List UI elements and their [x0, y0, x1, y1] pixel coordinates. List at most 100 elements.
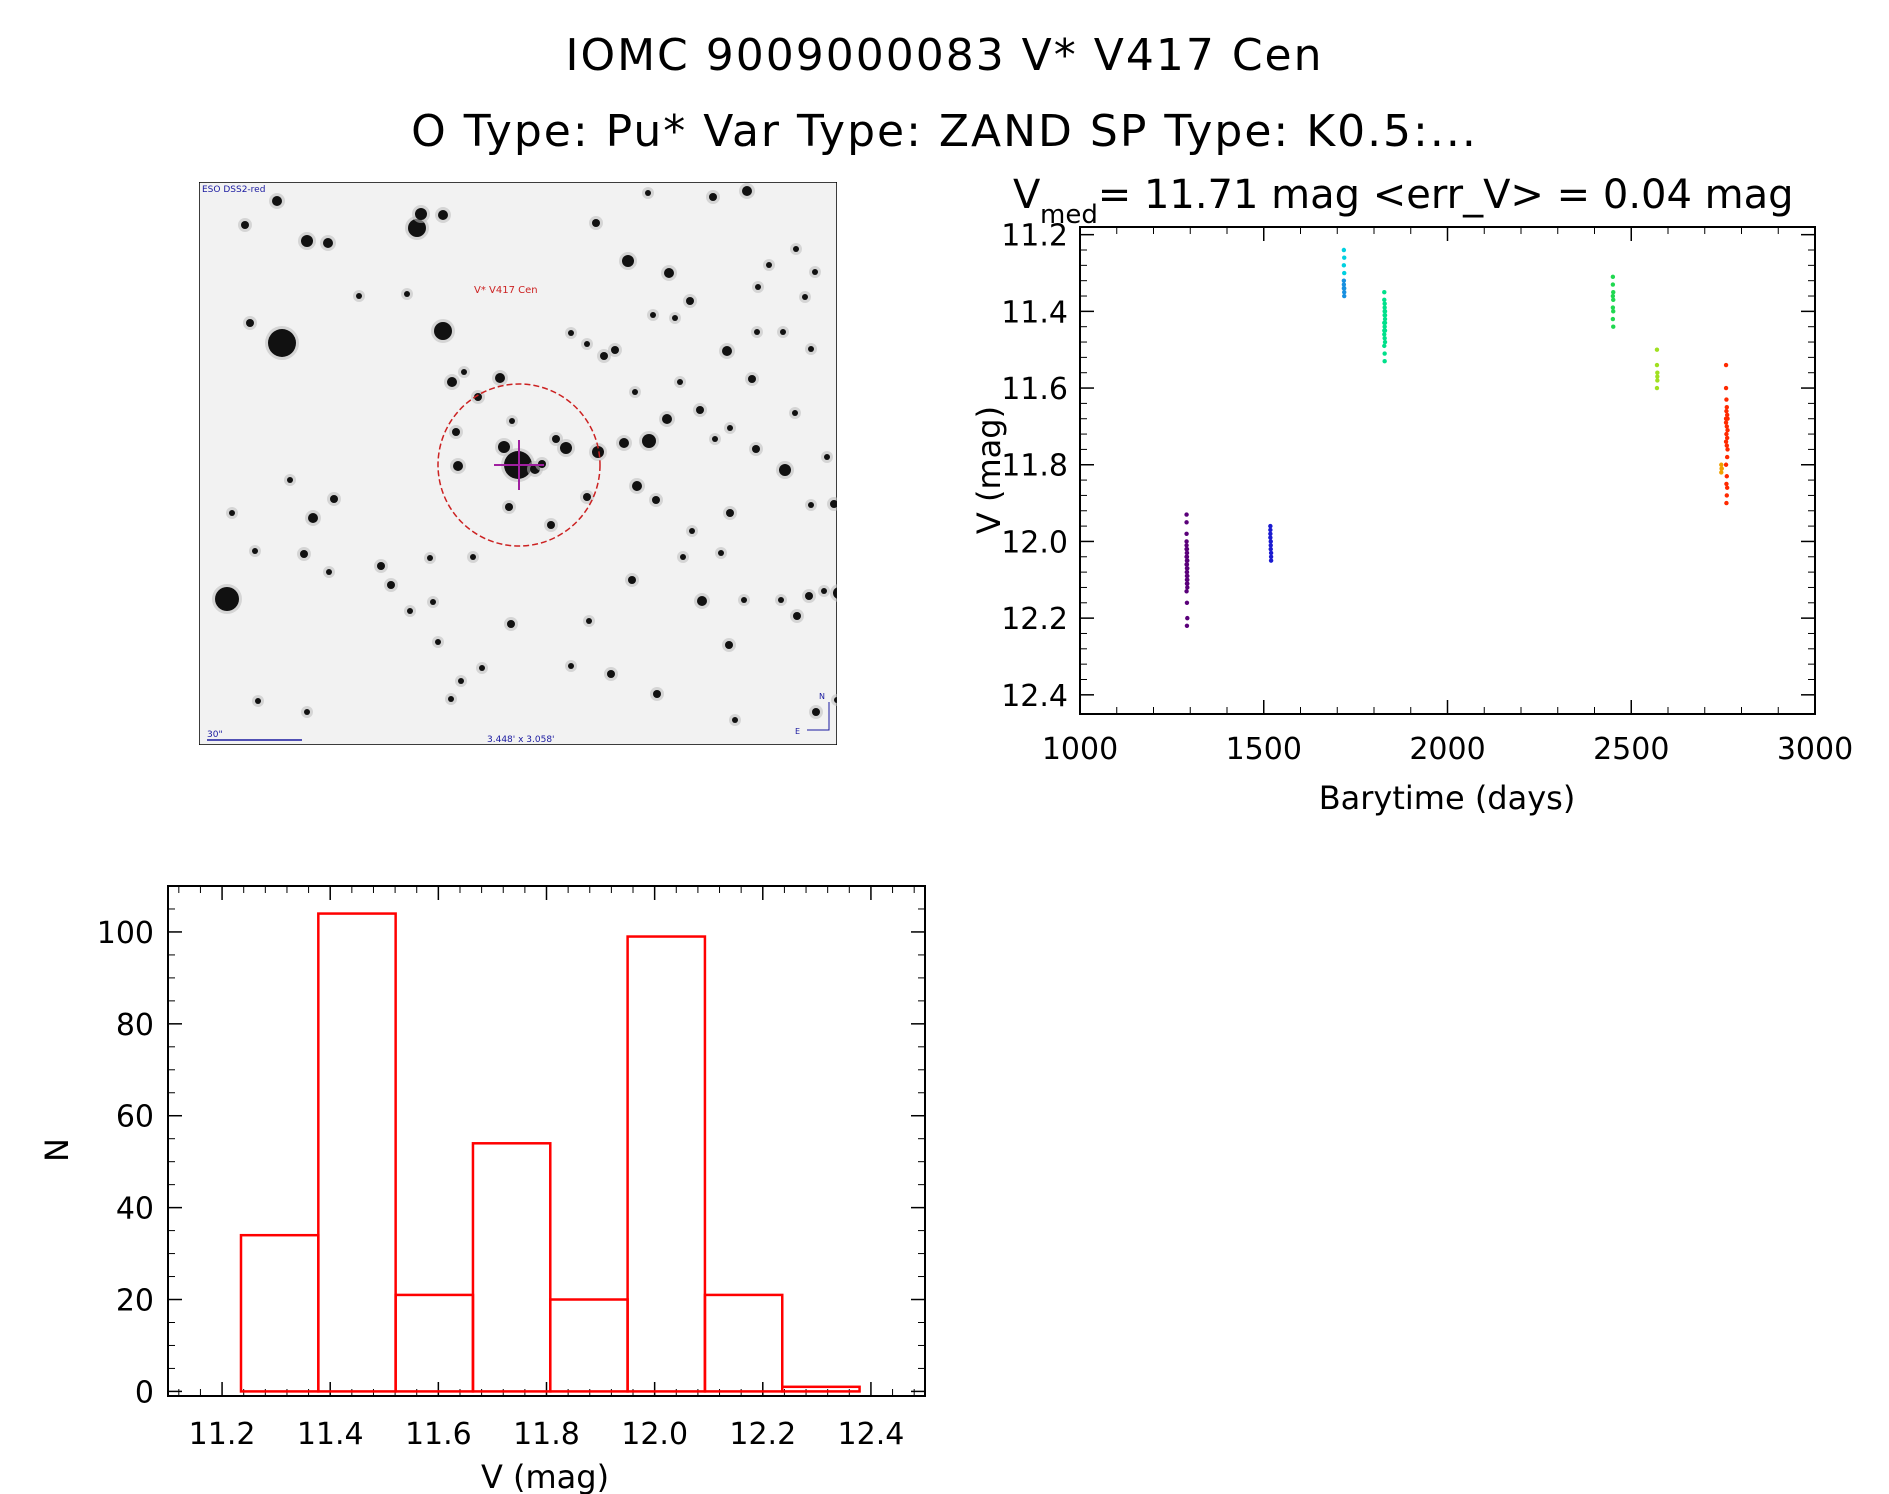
star [586, 618, 592, 624]
data-point [1611, 297, 1616, 303]
data-point [1382, 301, 1387, 306]
data-point [1268, 523, 1273, 529]
data-point [1719, 462, 1724, 467]
plot-frame [1079, 226, 1816, 715]
star [680, 554, 686, 560]
star [833, 587, 837, 599]
x-axis-label: V (mag) [481, 1458, 609, 1494]
data-point [1610, 282, 1616, 287]
data-point [1184, 562, 1189, 567]
star [323, 238, 333, 248]
star [452, 428, 460, 436]
star [792, 410, 798, 416]
data-point [1184, 554, 1189, 559]
data-point [1724, 397, 1729, 402]
star [387, 581, 395, 589]
y-tick-label: 11.4 [1001, 295, 1068, 330]
star [664, 268, 674, 278]
star [766, 262, 772, 268]
fov-label: 3.448' x 3.058' [487, 735, 555, 745]
data-point [1184, 569, 1190, 575]
data-point [1342, 270, 1347, 276]
star [628, 576, 636, 584]
star [229, 510, 235, 516]
histogram-bar [317, 912, 397, 1393]
star [592, 219, 600, 227]
plot-frame [167, 885, 926, 1397]
star [509, 418, 515, 424]
y-tick-label: 80 [116, 1008, 154, 1043]
star [793, 612, 801, 620]
star [568, 330, 574, 336]
data-point [1655, 374, 1660, 379]
y-axis-label: V (mag) [970, 406, 1008, 534]
star [377, 562, 385, 570]
data-point [1724, 431, 1729, 437]
data-point [1382, 343, 1387, 349]
star [438, 210, 448, 220]
data-point [1382, 305, 1387, 310]
data-point [1382, 332, 1387, 337]
star [632, 389, 638, 395]
title-v: V [1013, 172, 1041, 218]
star [686, 297, 694, 305]
data-point [1723, 462, 1729, 467]
star [780, 329, 786, 335]
star [215, 587, 239, 611]
histogram-bar [394, 1293, 475, 1393]
star [415, 208, 427, 220]
data-point [1655, 370, 1660, 375]
data-point [1342, 293, 1347, 299]
star [689, 528, 695, 534]
star [712, 436, 718, 442]
x-tick-label: 2500 [1593, 732, 1669, 767]
star [470, 554, 476, 560]
x-tick-label: 1500 [1226, 732, 1302, 767]
x-tick-label: 2000 [1409, 732, 1485, 767]
star [434, 322, 452, 340]
star [778, 597, 784, 603]
histogram-axes: 11.2 11.4 11.6 11.8 12.0 12.2 12.4 0 20 40 60 80 100 [97, 886, 925, 1452]
data-point [1382, 309, 1388, 314]
data-point [1341, 263, 1347, 268]
data-point [1342, 255, 1347, 260]
star [642, 434, 656, 448]
star [830, 500, 837, 508]
star [252, 548, 258, 554]
data-point [1724, 474, 1729, 479]
data-point [1382, 359, 1387, 364]
data-point [1184, 623, 1190, 629]
title-subscript: med [1040, 200, 1098, 230]
star [495, 373, 505, 383]
data-point [1268, 543, 1273, 548]
star [330, 495, 338, 503]
star [607, 670, 615, 678]
star [287, 477, 293, 483]
data-point [1655, 378, 1660, 383]
data-point [1725, 447, 1730, 452]
star [718, 550, 724, 556]
data-point [1724, 454, 1730, 460]
data-point [1654, 385, 1660, 391]
star [812, 708, 820, 716]
data-point [1724, 443, 1729, 448]
data-point [1184, 581, 1190, 586]
data-point [1185, 558, 1190, 563]
star [507, 620, 515, 628]
object-type-subtitle: O Type: Pu* Var Type: ZAND SP Type: K0.5… [411, 106, 1478, 157]
star [255, 698, 261, 704]
star [650, 312, 656, 318]
star [802, 294, 808, 300]
y-tick-label: 12.4 [1001, 679, 1068, 714]
x-tick-label: 11.2 [189, 1417, 256, 1452]
star [726, 509, 734, 517]
light-curve-points [1184, 247, 1730, 629]
north-label: N [819, 692, 825, 701]
data-point [1341, 282, 1347, 287]
star [474, 393, 482, 401]
star [696, 406, 704, 414]
x-tick-label: 11.8 [513, 1417, 580, 1452]
star [552, 435, 560, 443]
star [808, 502, 814, 508]
data-point [1185, 585, 1190, 590]
